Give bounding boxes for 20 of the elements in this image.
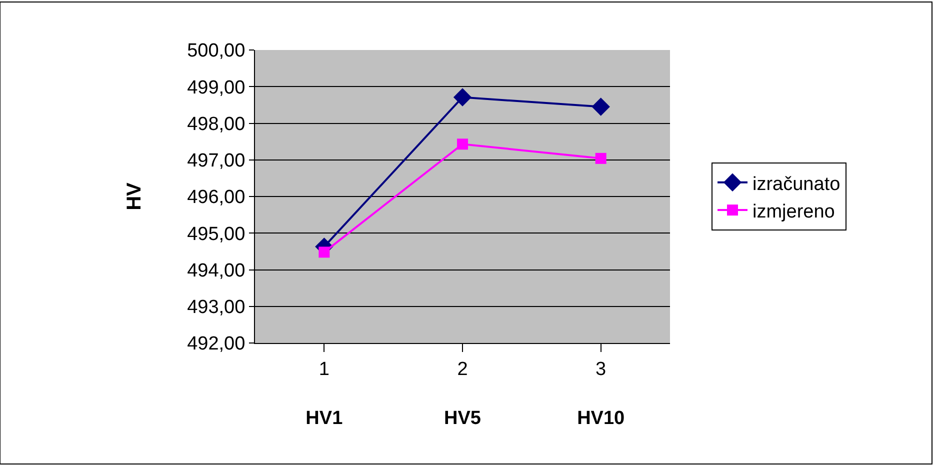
y-tick-label: 492,00 <box>187 334 246 355</box>
legend-label: izmjereno <box>752 201 835 222</box>
y-tick-label: 498,00 <box>187 114 246 135</box>
point <box>318 246 330 258</box>
y-axis-title: HV <box>124 182 146 210</box>
y-tick-label: 497,00 <box>187 150 246 172</box>
y-tick-label: 496,00 <box>187 187 246 208</box>
legend-label: izračunato <box>752 174 840 195</box>
point <box>453 88 472 106</box>
point <box>592 98 610 116</box>
y-tick-label: 495,00 <box>187 224 246 245</box>
point <box>457 138 468 150</box>
y-tick-label: 493,00 <box>187 297 246 318</box>
y-tick-label: 499,00 <box>187 77 246 98</box>
category-label: 1 HV1 <box>306 358 343 430</box>
y-tick-label: 494,00 <box>187 260 246 282</box>
category-label: 2 HV5 <box>444 358 481 430</box>
y-tick-label: 500,00 <box>187 40 246 62</box>
point <box>595 152 606 164</box>
category-label: 3 HV10 <box>577 358 625 430</box>
